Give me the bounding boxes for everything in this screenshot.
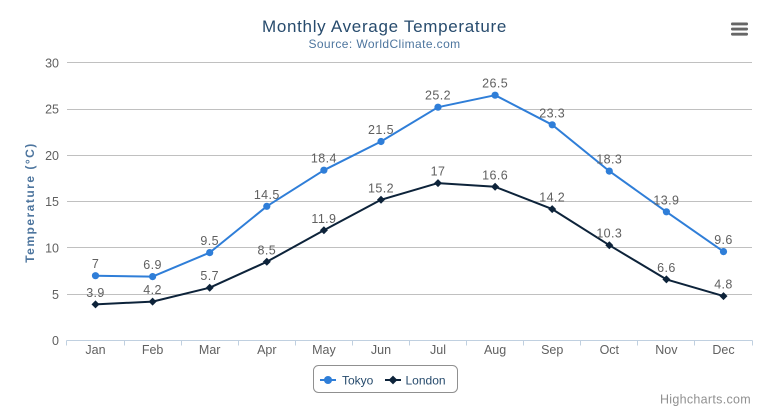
svg-text:14.2: 14.2	[539, 191, 565, 205]
svg-text:Mar: Mar	[199, 343, 221, 357]
svg-text:4.2: 4.2	[143, 283, 162, 297]
svg-text:10: 10	[45, 242, 59, 256]
svg-text:6.9: 6.9	[143, 258, 162, 272]
svg-text:16.6: 16.6	[482, 168, 508, 182]
svg-text:10.3: 10.3	[596, 227, 622, 241]
svg-text:9.6: 9.6	[714, 233, 733, 247]
svg-text:0: 0	[52, 334, 59, 348]
svg-text:Highcharts.com: Highcharts.com	[660, 393, 751, 407]
svg-text:18.3: 18.3	[596, 153, 622, 167]
svg-text:3.9: 3.9	[86, 286, 105, 300]
svg-text:Sep: Sep	[541, 343, 563, 357]
svg-text:Jul: Jul	[430, 343, 446, 357]
svg-text:Jan: Jan	[85, 343, 105, 357]
svg-text:18.4: 18.4	[311, 152, 337, 166]
svg-text:Monthly Average Temperature: Monthly Average Temperature	[262, 17, 507, 36]
svg-text:25.2: 25.2	[425, 89, 451, 103]
svg-text:15.2: 15.2	[368, 181, 394, 195]
svg-text:26.5: 26.5	[482, 77, 508, 91]
svg-text:Tokyo: Tokyo	[342, 374, 374, 388]
svg-text:Oct: Oct	[600, 343, 620, 357]
svg-text:11.9: 11.9	[311, 212, 336, 226]
svg-text:13.9: 13.9	[653, 193, 679, 207]
svg-text:Apr: Apr	[257, 343, 276, 357]
svg-text:4.8: 4.8	[714, 278, 733, 292]
svg-text:15: 15	[45, 195, 59, 209]
svg-text:Jun: Jun	[371, 343, 391, 357]
svg-text:Source: WorldClimate.com: Source: WorldClimate.com	[308, 37, 460, 51]
svg-text:8.5: 8.5	[258, 243, 277, 257]
svg-text:Temperature (°C): Temperature (°C)	[23, 142, 37, 263]
svg-text:30: 30	[45, 56, 59, 70]
svg-text:21.5: 21.5	[368, 123, 394, 137]
svg-text:Feb: Feb	[142, 343, 164, 357]
svg-text:London: London	[406, 374, 446, 388]
svg-text:6.6: 6.6	[657, 261, 676, 275]
svg-text:Nov: Nov	[655, 343, 678, 357]
svg-text:May: May	[312, 343, 336, 357]
svg-text:7: 7	[92, 257, 99, 271]
svg-text:23.3: 23.3	[539, 106, 565, 120]
svg-text:14.5: 14.5	[254, 188, 280, 202]
svg-text:5.7: 5.7	[200, 269, 219, 283]
svg-text:Aug: Aug	[484, 343, 506, 357]
svg-text:9.5: 9.5	[200, 234, 219, 248]
svg-text:Dec: Dec	[712, 343, 734, 357]
svg-text:5: 5	[52, 288, 59, 302]
svg-text:25: 25	[45, 103, 59, 117]
svg-text:17: 17	[431, 165, 446, 179]
svg-text:20: 20	[45, 149, 59, 163]
